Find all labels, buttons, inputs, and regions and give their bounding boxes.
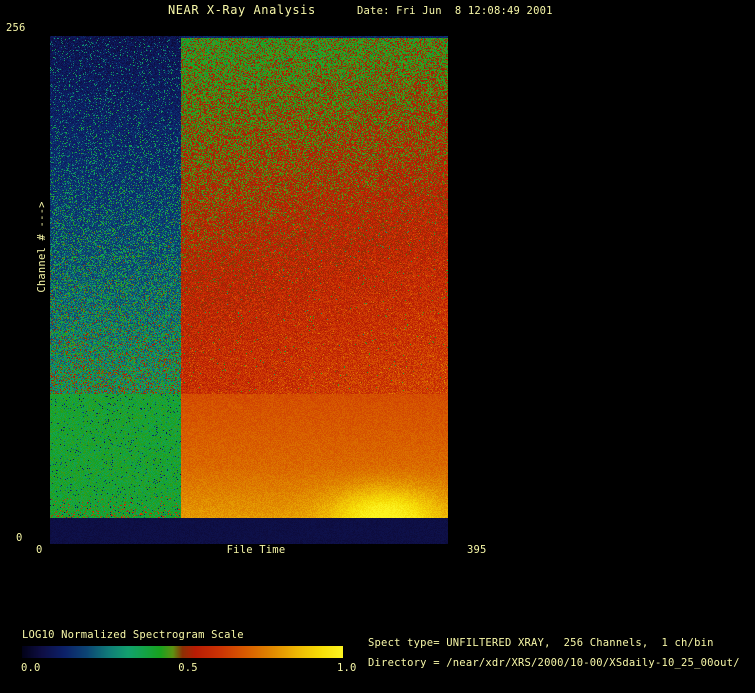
x-axis-label: File Time <box>226 544 286 556</box>
page-title: NEAR X-Ray Analysis <box>168 3 316 17</box>
spect-type-label: Spect type= UNFILTERED XRAY, 256 Channel… <box>368 637 714 649</box>
colorbar-tick-min: 0.0 <box>21 662 41 674</box>
colorbar-canvas <box>22 646 343 658</box>
colorbar-tick-mid: 0.5 <box>178 662 198 674</box>
y-axis-label: Channel # ---> <box>36 201 49 293</box>
date-label: Date: Fri Jun 8 12:08:49 2001 <box>357 5 553 17</box>
y-axis-max-label: 256 <box>6 22 26 34</box>
colorbar-title: LOG10 Normalized Spectrogram Scale <box>22 629 244 641</box>
x-axis-min-label: 0 <box>36 544 43 556</box>
spectrogram-canvas <box>50 36 448 544</box>
directory-label: Directory = /near/xdr/XRS/2000/10-00/XSd… <box>368 657 740 669</box>
y-axis-min-label: 0 <box>16 532 23 544</box>
x-axis-max-label: 395 <box>467 544 487 556</box>
colorbar-tick-max: 1.0 <box>337 662 357 674</box>
